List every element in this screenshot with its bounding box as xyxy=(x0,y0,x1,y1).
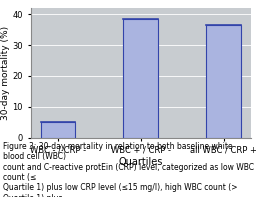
X-axis label: Quartiles: Quartiles xyxy=(119,157,163,167)
Bar xyxy=(41,122,76,138)
Bar xyxy=(123,19,158,138)
Y-axis label: 30-day mortality (%): 30-day mortality (%) xyxy=(1,26,10,120)
Bar xyxy=(206,25,241,138)
Text: Figure 3: 30-day mortality in relation to both baseline white blood cell (WBC)
c: Figure 3: 30-day mortality in relation t… xyxy=(3,142,253,197)
